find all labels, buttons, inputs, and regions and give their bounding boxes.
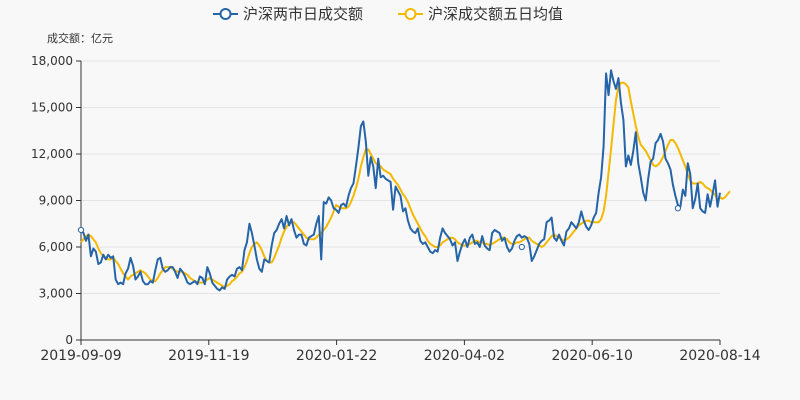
y-tick-label: 15,000 <box>31 101 73 115</box>
legend-item[interactable]: 沪深两市日成交额 <box>213 5 363 23</box>
series-layer <box>77 69 731 292</box>
legend-label: 沪深成交额五日均值 <box>428 5 563 23</box>
legend-item[interactable]: 沪深成交额五日均值 <box>398 5 563 23</box>
x-tick-label: 2020-04-02 <box>424 348 505 364</box>
series-line <box>80 81 731 289</box>
x-tick-label: 2019-09-09 <box>40 348 121 364</box>
y-tick-label: 9,000 <box>39 194 73 208</box>
series-point-marker <box>518 243 525 251</box>
y-tick-label: 3,000 <box>39 287 73 301</box>
series-point-marker <box>77 226 85 234</box>
grid-lines <box>81 60 720 294</box>
x-tick-label: 2020-08-14 <box>679 348 760 364</box>
y-tick-label: 6,000 <box>39 240 73 254</box>
series-point-marker <box>674 205 681 212</box>
y-axis: 0 3,000 6,000 9,000 12,000 15,000 18,000 <box>31 54 82 347</box>
legend-circle-icon <box>219 8 232 20</box>
y-axis-unit-label: 成交额：亿元 <box>47 31 113 45</box>
series-line <box>80 69 721 292</box>
legend[interactable]: 沪深两市日成交额 沪深成交额五日均值 <box>213 5 563 23</box>
y-tick-label: 0 <box>65 333 73 347</box>
x-axis: 2019-09-09 2019-11-19 2020-01-22 2020-04-02… <box>40 339 761 364</box>
legend-label: 沪深两市日成交额 <box>243 5 363 23</box>
x-tick-label: 2019-11-19 <box>168 348 249 364</box>
y-tick-label: 18,000 <box>31 54 73 68</box>
x-tick-label: 2020-06-10 <box>552 348 633 364</box>
y-tick-label: 12,000 <box>31 147 73 161</box>
legend-circle-icon <box>404 8 417 20</box>
x-tick-label: 2020-01-22 <box>296 348 377 364</box>
